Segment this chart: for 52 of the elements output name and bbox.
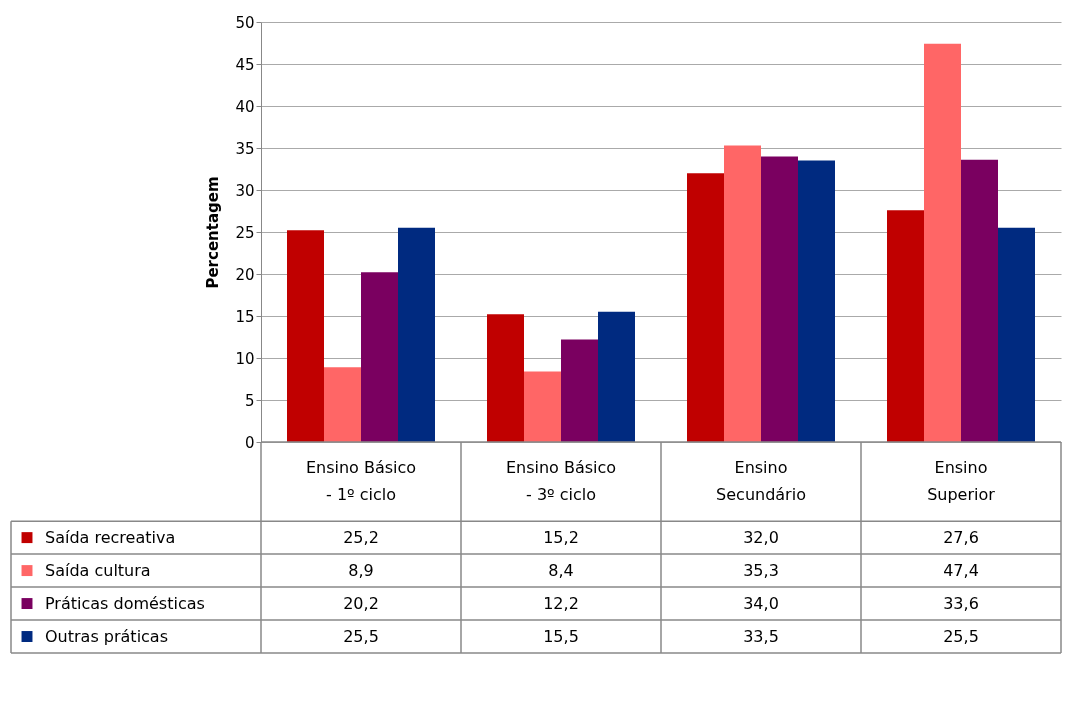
data-label: 15,2 [543,527,579,547]
legend-label: Saída recreativa [45,527,176,547]
bar [324,367,361,442]
data-label: 25,5 [943,626,979,646]
x-tick-label: Ensino Secundário [716,458,806,504]
bar [798,160,835,442]
y-tick-label: 15 [235,307,255,326]
x-tick-label: Ensino Superior [927,458,996,504]
legend-label: Práticas domésticas [45,593,205,613]
y-tick-label: 45 [235,55,255,74]
data-label: 25,2 [343,527,379,547]
y-tick-label: 20 [235,265,255,284]
bar [961,159,998,442]
y-tick-label: 40 [235,97,255,116]
data-label: 47,4 [943,560,979,580]
data-label: 8,9 [348,560,374,580]
data-label: 34,0 [743,593,779,613]
bar [761,156,798,442]
data-label: 15,5 [543,626,579,646]
data-label: 27,6 [943,527,979,547]
y-tick-label: 0 [244,433,255,452]
x-tick-label: Ensino Básico - 1º ciclo [305,458,417,504]
data-label: 33,6 [943,593,979,613]
y-axis-title: Percentagem [204,176,223,289]
bar [561,339,598,442]
y-tick-label: 35 [235,139,255,158]
data-label: 20,2 [343,593,379,613]
bar [924,43,961,442]
data-label: 32,0 [743,527,779,547]
y-tick-label: 30 [235,181,255,200]
y-tick-label: 10 [235,349,255,368]
data-label: 25,5 [343,626,379,646]
data-label: 35,3 [743,560,779,580]
y-tick-label: 25 [235,223,255,242]
data-label: 8,4 [548,560,574,580]
legend-label: Outras práticas [45,626,169,646]
bar [687,173,724,442]
x-tick-label: Ensino Básico - 3º ciclo [505,458,617,504]
bar [724,145,761,442]
y-tick-label: 50 [235,13,255,32]
y-tick-label: 5 [244,391,255,410]
bar [487,314,524,442]
legend-label: Saída cultura [45,560,151,580]
bar [287,230,324,442]
data-label: 33,5 [743,626,779,646]
bar [998,227,1035,442]
bar [598,311,635,442]
bar [398,227,435,442]
bar [361,272,398,442]
data-label: 12,2 [543,593,579,613]
bar [524,371,561,442]
bar [887,210,924,442]
